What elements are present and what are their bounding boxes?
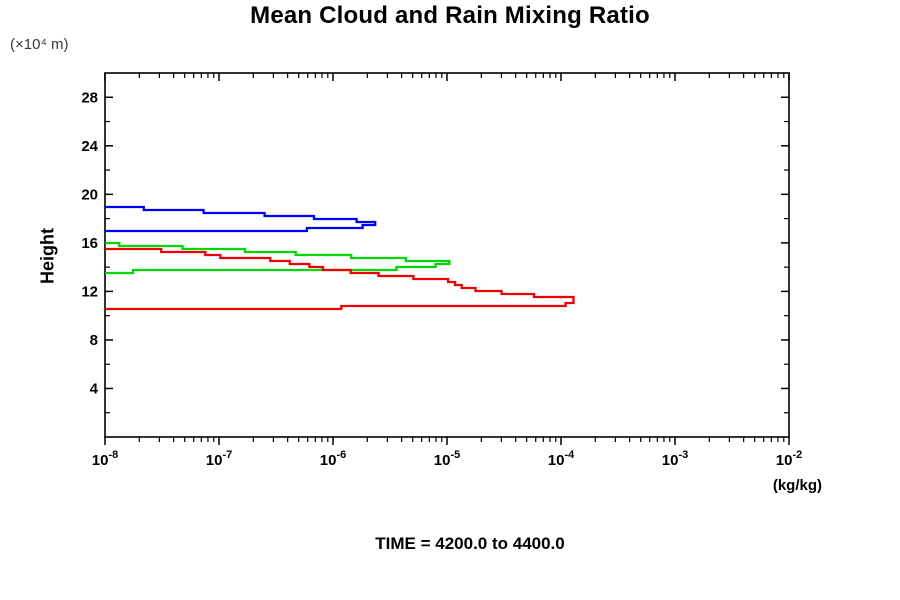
red-profile-curve — [105, 247, 575, 311]
time-annotation: TIME = 4200.0 to 4400.0 — [375, 534, 565, 553]
y-tick-label: 24 — [81, 138, 98, 155]
y-tick-label: 4 — [90, 380, 99, 397]
x-tick-label: 10-4 — [548, 449, 575, 469]
x-tick-label: 10-6 — [320, 449, 346, 469]
x-tick-label: 10-7 — [206, 449, 232, 469]
y-tick-label: 8 — [90, 332, 98, 349]
x-tick-label: 10-5 — [434, 449, 460, 469]
x-tick-label: 10-8 — [92, 449, 118, 469]
y-tick-label: 28 — [81, 89, 98, 106]
y-tick-label: 16 — [81, 235, 98, 252]
blue-profile-curve — [105, 205, 377, 233]
y-tick-label: 20 — [81, 186, 98, 203]
x-tick-label: 10-2 — [776, 449, 802, 469]
green-profile-curve — [105, 241, 451, 275]
x-tick-label: 10-3 — [662, 449, 688, 469]
x-axis-unit-label: (kg/kg) — [772, 477, 822, 494]
y-axis-unit-label: (×10⁴ m) — [10, 36, 69, 53]
chart-title: Mean Cloud and Rain Mixing Ratio — [250, 2, 650, 29]
y-tick-label: 12 — [81, 283, 98, 300]
